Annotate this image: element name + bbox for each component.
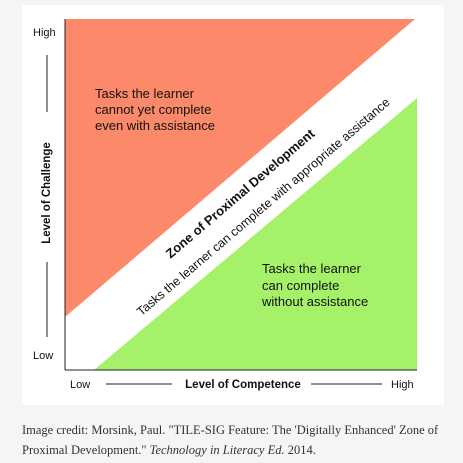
caption-text: Image credit: Morsink, Paul. "TILE-SIG F… [22, 423, 439, 457]
lower-region-line-3: without assistance [261, 294, 368, 309]
image-credit-caption: Image credit: Morsink, Paul. "TILE-SIG F… [22, 420, 452, 460]
zpd-diagram: High Low Level of Challenge Low High Lev… [33, 19, 417, 391]
caption-year: 2014. [284, 443, 316, 457]
lower-region-label: Tasks the learner can complete without a… [261, 261, 368, 309]
caption-journal: Technology in Literacy Ed. [149, 443, 285, 457]
upper-region-label: Tasks the learner cannot yet complete ev… [95, 86, 215, 133]
lower-region-line-1: Tasks the learner [262, 261, 362, 276]
x-axis-high-label: High [391, 379, 414, 391]
y-axis-high-label: High [33, 27, 56, 39]
y-axis-title: Level of Challenge [41, 142, 53, 244]
upper-region-line-2: cannot yet complete [95, 102, 211, 117]
diagram-card: High Low Level of Challenge Low High Lev… [22, 5, 444, 405]
y-axis-low-label: Low [33, 350, 53, 362]
upper-region-line-3: even with assistance [95, 118, 215, 133]
upper-region-line-1: Tasks the learner [95, 86, 195, 101]
x-axis-title: Level of Competence [185, 379, 301, 391]
x-axis-low-label: Low [70, 379, 90, 391]
upper-region-fill [65, 19, 415, 317]
lower-region-line-2: can complete [262, 278, 339, 293]
lower-region-fill [94, 98, 417, 370]
